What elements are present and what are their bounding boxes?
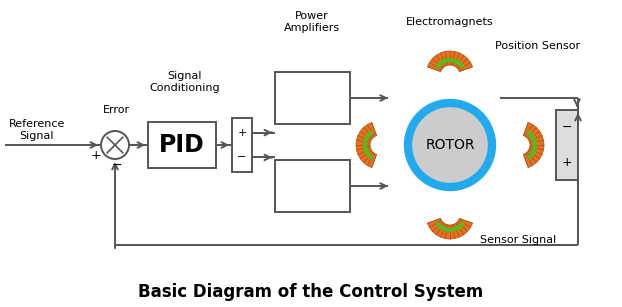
Circle shape: [101, 131, 129, 159]
Bar: [275, 160, 350, 212]
Text: Electromagnets: Electromagnets: [406, 17, 494, 27]
Text: Position Sensor: Position Sensor: [495, 41, 580, 51]
Text: −: −: [112, 158, 123, 172]
Bar: [232, 118, 252, 172]
Text: +: +: [562, 156, 572, 169]
Wedge shape: [356, 122, 376, 168]
Text: −: −: [562, 121, 572, 134]
Wedge shape: [427, 218, 473, 239]
Bar: [556, 110, 578, 180]
Text: Error: Error: [103, 105, 130, 115]
Circle shape: [408, 103, 492, 187]
Text: Basic Diagram of the Control System: Basic Diagram of the Control System: [138, 283, 484, 301]
Text: ROTOR: ROTOR: [425, 138, 475, 152]
Text: +: +: [91, 149, 101, 161]
Wedge shape: [427, 51, 473, 72]
Text: −: −: [238, 152, 247, 162]
Bar: [275, 72, 350, 124]
Text: Power
Amplifiers: Power Amplifiers: [284, 11, 340, 33]
Text: +: +: [238, 128, 247, 138]
Text: Signal
Conditioning: Signal Conditioning: [150, 71, 220, 93]
Text: PID: PID: [159, 133, 205, 157]
Bar: [148, 122, 216, 168]
Text: Sensor Signal: Sensor Signal: [480, 235, 556, 245]
Text: Reference
Signal: Reference Signal: [9, 119, 65, 141]
Wedge shape: [524, 122, 544, 168]
